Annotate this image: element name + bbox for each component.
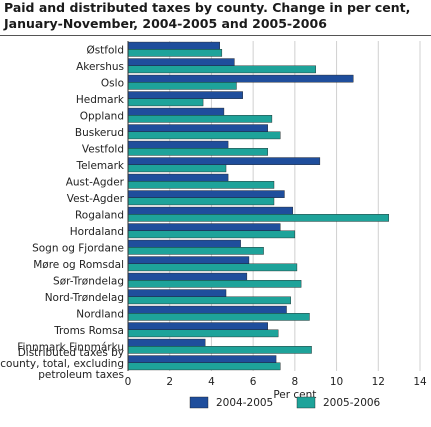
bar-2004-2005-11 xyxy=(127,223,281,231)
category-label: Oppland xyxy=(80,110,124,122)
bars xyxy=(127,41,389,371)
bar-2004-2005-15 xyxy=(127,289,227,297)
bar-2005-2006-15 xyxy=(127,296,291,305)
title-divider xyxy=(0,35,431,36)
category-label: county, total, excluding xyxy=(0,358,124,370)
chart-title: Paid and distributed taxes by county. Ch… xyxy=(4,0,411,31)
legend-label: 2004-2005 xyxy=(216,397,273,409)
category-label: Rogaland xyxy=(75,209,124,221)
category-label: Telemark xyxy=(75,160,124,172)
bar-2005-2006-1 xyxy=(127,65,316,74)
category-label: Møre og Romsdal xyxy=(33,259,124,271)
category-label: petroleum taxes xyxy=(38,369,124,381)
bar-2004-2005-10 xyxy=(127,206,293,215)
bar-2004-2005-14 xyxy=(127,272,248,281)
category-label: Aust-Agder xyxy=(66,176,125,188)
x-tick-label: 4 xyxy=(208,376,215,388)
category-label: Nordland xyxy=(76,308,124,320)
bar-2004-2005-13 xyxy=(127,256,250,264)
category-label: Vestfold xyxy=(82,143,124,155)
x-tick-label: 8 xyxy=(292,376,299,388)
bar-2004-2005-6 xyxy=(127,140,229,149)
bar-2005-2006-13 xyxy=(127,263,298,272)
bar-2005-2006-19 xyxy=(127,362,281,371)
bar-2004-2005-5 xyxy=(127,124,268,132)
bar-2004-2005-2 xyxy=(127,74,354,83)
category-label: Hordaland xyxy=(70,226,124,238)
bar-2004-2005-4 xyxy=(127,107,225,116)
bar-2004-2005-7 xyxy=(127,157,321,165)
bar-2004-2005-17 xyxy=(127,322,268,330)
bar-2005-2006-6 xyxy=(127,148,268,156)
legend: 2004-2005 2005-2006 xyxy=(189,396,381,409)
bar-2004-2005-0 xyxy=(127,41,220,50)
bar-2005-2006-5 xyxy=(127,131,281,140)
category-label: Østfold xyxy=(86,44,124,56)
bar-2005-2006-11 xyxy=(127,230,296,239)
bar-2004-2005-19 xyxy=(127,355,277,363)
category-label: Sør-Trøndelag xyxy=(53,275,124,287)
x-tick-label: 2 xyxy=(166,376,173,388)
bar-2005-2006-8 xyxy=(127,181,275,189)
bar-2005-2006-10 xyxy=(127,214,389,222)
legend-swatch xyxy=(296,396,316,409)
grid-lines xyxy=(127,41,421,371)
category-label: Akershus xyxy=(76,61,124,73)
bar-2005-2006-9 xyxy=(127,197,275,206)
bar-2005-2006-18 xyxy=(127,346,312,354)
bar-2005-2006-7 xyxy=(127,164,227,173)
bar-2004-2005-3 xyxy=(127,91,243,99)
bar-2005-2006-17 xyxy=(127,329,279,338)
x-tick-label: 14 xyxy=(413,376,427,388)
category-label: Finnmark Finnmárku xyxy=(17,341,124,353)
bar-2004-2005-1 xyxy=(127,58,235,66)
bar-2004-2005-12 xyxy=(127,239,241,248)
legend-label: 2005-2006 xyxy=(323,397,381,409)
bar-2005-2006-14 xyxy=(127,280,302,288)
bar-2005-2006-0 xyxy=(127,49,223,57)
x-tick-labels: 0 2 4 6 8 10 12 14 xyxy=(125,376,427,388)
x-tick-label: 6 xyxy=(250,376,257,388)
category-label: Nord-Trøndelag xyxy=(45,292,124,304)
category-labels: Østfold Akershus Oslo Hedmark Oppland Buskeru… xyxy=(0,44,125,381)
bar-2005-2006-3 xyxy=(127,98,204,107)
legend-swatch xyxy=(189,396,209,409)
x-tick-label: 0 xyxy=(125,376,132,388)
category-label: Buskerud xyxy=(75,127,124,139)
x-tick-label: 10 xyxy=(330,376,343,388)
category-label: Troms Romsa xyxy=(53,325,124,337)
bar-2004-2005-16 xyxy=(127,305,287,314)
bar-2004-2005-8 xyxy=(127,173,229,182)
category-label: Distributed taxes by xyxy=(18,347,124,359)
bar-2005-2006-16 xyxy=(127,313,310,321)
bar-2005-2006-2 xyxy=(127,82,237,90)
x-tick-label: 12 xyxy=(372,376,385,388)
bar-2005-2006-4 xyxy=(127,115,273,123)
category-label: Oslo xyxy=(101,77,124,89)
category-label: Sogn og Fjordane xyxy=(32,242,124,254)
bar-2004-2005-18 xyxy=(127,338,206,347)
category-label: Hedmark xyxy=(76,94,125,106)
category-label: Vest-Agder xyxy=(67,193,125,205)
bar-2005-2006-12 xyxy=(127,247,264,255)
bar-2004-2005-9 xyxy=(127,190,285,198)
